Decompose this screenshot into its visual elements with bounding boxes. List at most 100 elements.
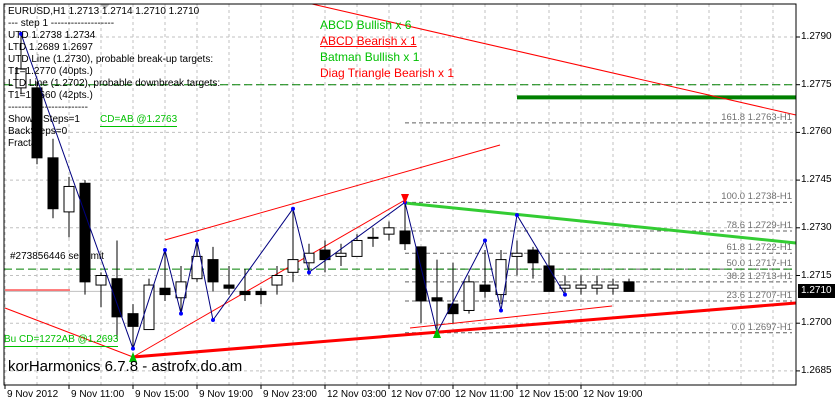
zigzag-point [19,31,23,36]
candle-body [303,252,315,264]
zigzag-point [195,238,199,243]
candle-body [63,185,75,213]
candle-body [79,182,91,283]
step-line: --- step 1 ------------------- [8,18,115,29]
t1-down-text: T1=1.2660 (42pts.) [8,90,93,101]
ltd-line-text: LTD Line (1.2702), probable downbreak ta… [8,78,221,89]
channel-lower-line [132,199,406,358]
zigzag-point [483,238,487,243]
x-tick-label: 12 Nov 11:00 [455,389,514,400]
y-tick-label: 1.2715 [801,269,832,281]
fib-level-label: 61.8 1.2722-H1 [726,242,793,254]
shift-marker-icon [100,4,110,9]
fib-level-label: 38.2 1.2713-H1 [726,270,793,282]
candle-body [207,259,219,283]
candle-body [47,157,59,210]
candle-body [31,87,43,159]
candle-body [335,252,347,257]
candle-body [607,284,619,289]
candle-body [383,227,395,235]
separator-text: ------------------------ [8,102,88,113]
zigzag-point [131,346,135,351]
zigzag-point [563,292,567,297]
zigzag-point [291,206,295,211]
plot-frame [3,3,797,386]
x-tick-label: 12 Nov 03:00 [327,389,387,400]
x-tick-label: 12 Nov 15:00 [519,389,579,400]
trendline-upper [311,3,797,116]
lower-channel-line [409,305,613,329]
candle-body [15,68,27,89]
candle-body [543,265,555,292]
candle-body [399,230,411,245]
candle-body [479,284,491,292]
utd-line-text: UTD Line (1.2730), probable break-up tar… [8,54,214,65]
trendline-left [4,307,134,358]
candle-body [559,284,571,289]
ltd-text: LTD 1.2689 1.2697 [8,42,93,53]
t1-up-text: T1=1.2770 (40pts.) [8,66,93,77]
x-tick-label: 9 Nov 15:00 [135,389,189,400]
fractal-text: Fracta [8,138,37,149]
channel-upper-line [164,144,501,241]
candle-body [351,240,363,257]
candle-body [447,303,459,315]
abcd-bearish-label: ABCD Bearish x 1 [320,34,417,48]
current-price-label: 1.2710 [798,284,835,298]
fib-level-label: 23.6 1.2707-H1 [726,289,793,301]
zigzag-point [211,318,215,323]
candle-body [511,252,523,257]
x-tick-label: 9 Nov 2012 [7,389,59,400]
candle-body [287,259,299,273]
candle-body [527,249,539,264]
candle-body [223,284,235,289]
candle-body [159,287,171,296]
fib-level-label: 100.0 1.2738-H1 [721,191,792,203]
x-tick-label: 9 Nov 19:00 [199,389,253,400]
fib-level-label: 78.6 1.2729-H1 [726,219,793,231]
y-tick-label: 1.2775 [801,78,832,90]
fib-level-label: 0.0 1.2697-H1 [731,321,792,333]
candle-body [127,313,139,327]
candle-body [111,278,123,318]
candle-body [495,259,507,296]
back-steps-text: BackSteps=0 [8,126,68,137]
buy-arrow-icon [129,352,137,362]
brand-watermark: korHarmonics 6.7.8 - astrofx.do.am [8,358,243,375]
chart-title: EURUSD,H1 1.2713 1.2714 1.2710 1.2710 [8,6,200,17]
x-tick-label: 12 Nov 07:00 [391,389,451,400]
candle-body [575,284,587,289]
candle-body [255,290,267,296]
zigzag-point [515,213,519,218]
triangle-bearish-label: Diag Triangle Bearish x 1 [320,66,455,80]
candle-body [95,275,107,286]
x-tick-label: 9 Nov 11:00 [71,389,125,400]
utd-text: UTD 1.2738 1.2734 [8,30,96,41]
y-tick-label: 1.2700 [801,317,832,329]
candle-body [623,281,635,292]
x-tick-label: 9 Nov 23:00 [263,389,317,400]
buy-arrow-icon [433,328,441,338]
candle-body [319,249,331,261]
candle-body [239,290,251,296]
utd-line [404,201,797,245]
y-tick-label: 1.2790 [801,31,832,42]
candle-body [463,281,475,311]
candle-body [591,284,603,289]
batman-bullish-label: Batman Bullish x 1 [320,50,420,64]
abcd-bullish-label: ABCD Bullish x 6 [320,18,412,32]
candle-body [143,284,155,331]
y-tick-label: 1.2745 [801,174,832,186]
y-tick-label: 1.2760 [801,126,832,138]
bear-cd-label: CD=AB @1.2763 [100,114,178,127]
zigzag-line [20,33,566,351]
zigzag-point [163,248,167,253]
candle-body [431,297,443,302]
candle-body [367,236,379,239]
zigzag-point [307,270,311,275]
fib-level-label: 50.0 1.2717-H1 [726,258,793,270]
y-tick-label: 1.2685 [801,364,832,376]
candle-body [415,246,427,302]
x-tick-label: 12 Nov 19:00 [583,389,643,400]
